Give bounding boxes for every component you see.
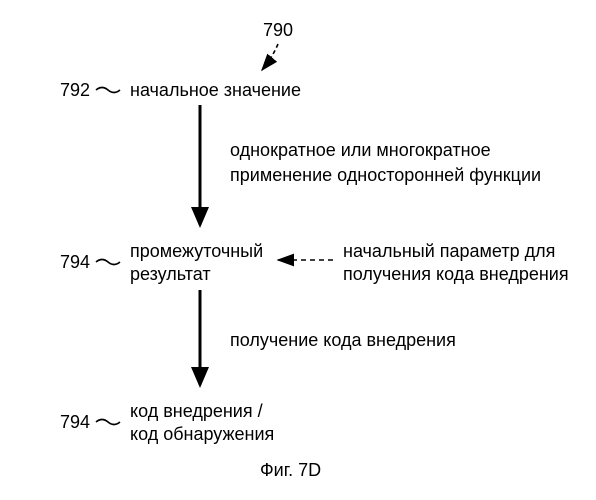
- edge-label-startparam-l1: начальный параметр для: [343, 241, 555, 262]
- arrow-790-pointer: [262, 44, 278, 70]
- squiggle-794b: [96, 420, 120, 425]
- edge-label-startparam-l2: получения кода внедрения: [343, 264, 569, 285]
- node-initial: начальное значение: [130, 80, 301, 101]
- ref-790: 790: [263, 20, 293, 41]
- ref-794b: 794: [60, 412, 90, 433]
- edge-label-obtain: получение кода внедрения: [230, 330, 456, 351]
- squiggle-794a: [96, 260, 120, 265]
- edge-label-apply-l2: применение односторонней функции: [230, 165, 541, 186]
- diagram-canvas: 790 792 начальное значение однократное и…: [0, 0, 596, 500]
- figure-caption: Фиг. 7D: [260, 460, 321, 481]
- node-codes-l2: код обнаружения: [130, 424, 274, 445]
- edge-label-apply-l1: однократное или многократное: [230, 140, 491, 161]
- node-intermediate-l2: результат: [130, 264, 211, 285]
- ref-792: 792: [60, 80, 90, 101]
- node-codes-l1: код внедрения /: [130, 401, 263, 422]
- ref-794a: 794: [60, 252, 90, 273]
- squiggle-792: [96, 88, 120, 93]
- node-intermediate-l1: промежуточный: [130, 241, 263, 262]
